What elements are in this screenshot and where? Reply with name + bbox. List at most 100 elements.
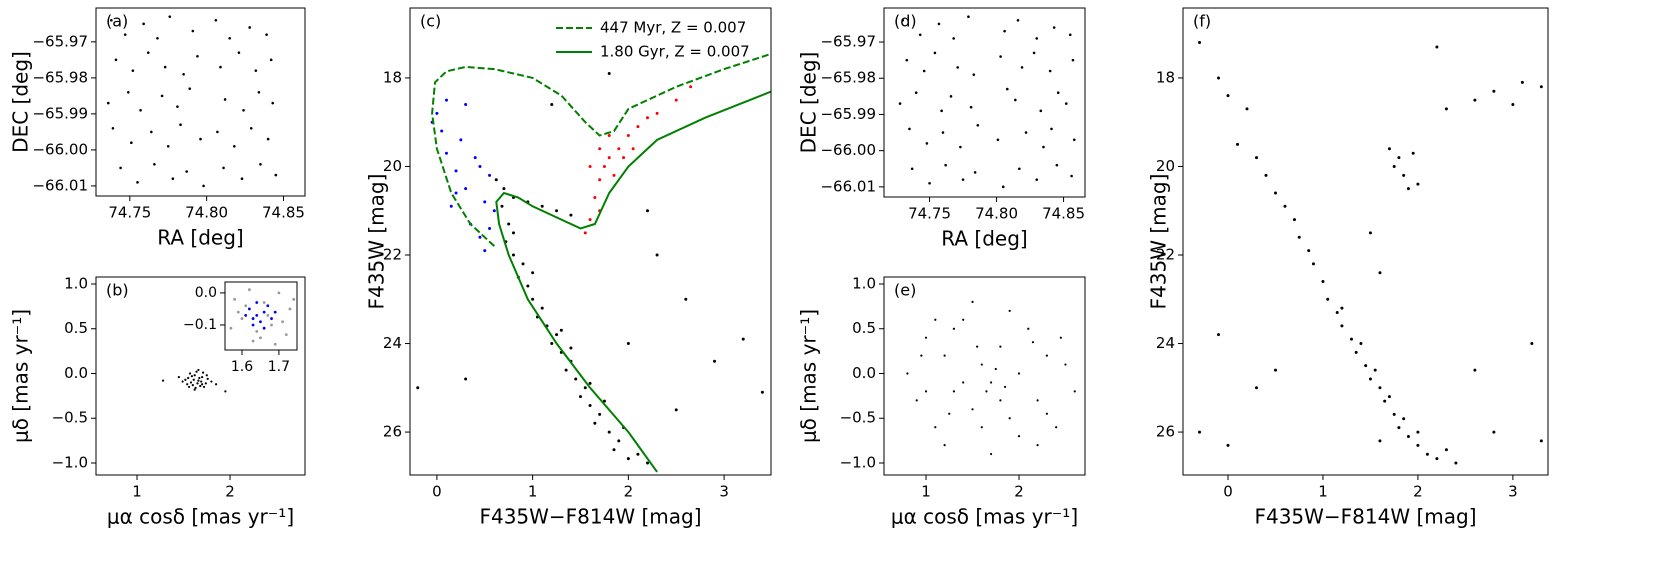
data-point [555, 209, 559, 213]
panel: 0 1 2 3 18 20 22 24 26 (f) F435W−F814W [mag] F435W … [1147, 7, 1552, 529]
data-point [655, 253, 659, 257]
data-point [197, 379, 200, 382]
data-point [478, 235, 482, 239]
x-tick-label: 74.80 [185, 204, 228, 222]
data-point [940, 109, 943, 113]
data-point [188, 87, 192, 90]
axes-frame [224, 281, 298, 351]
data-point [1549, 386, 1552, 389]
data-point [1373, 368, 1377, 372]
data-point [674, 408, 678, 412]
data-point [254, 69, 258, 72]
data-point [1003, 385, 1007, 389]
data-point [500, 204, 504, 208]
data-point [1411, 151, 1415, 155]
data-point [1035, 37, 1039, 40]
data-point [492, 209, 496, 213]
data-point [1349, 337, 1353, 341]
data-point [270, 323, 273, 327]
data-point [130, 141, 133, 144]
data-point [201, 383, 204, 386]
data-point [1036, 399, 1039, 402]
panel-label: (f) [1193, 12, 1211, 31]
panel: 74.75 74.80 74.85 −65.97 −65.98 −65.99 −66.00 −… [9, 7, 306, 250]
data-point [1198, 430, 1202, 434]
data-point [1511, 102, 1515, 106]
y-tick-label: 26 [383, 423, 402, 441]
data-point [136, 181, 139, 184]
x-tick-label: 2 [225, 483, 235, 501]
data-point [1064, 102, 1068, 105]
data-point [488, 226, 492, 230]
data-point [1064, 363, 1067, 366]
data-point [1001, 185, 1005, 189]
x-axis-label: F435W−F814W [mag] [1254, 505, 1476, 529]
data-point [255, 329, 259, 333]
data-point [244, 304, 248, 308]
plot-area [161, 368, 227, 393]
data-point [1048, 69, 1052, 73]
y-axis-label: μδ [mas yr⁻¹] [797, 309, 821, 443]
y-axis-label: F435W [mag] [365, 174, 389, 310]
data-point [973, 171, 977, 174]
data-point [612, 448, 616, 452]
data-point [1050, 127, 1053, 131]
data-point [898, 102, 902, 105]
data-point [956, 66, 959, 69]
data-point [166, 144, 170, 148]
x-tick-label: 0 [1223, 483, 1233, 501]
data-point [636, 125, 640, 129]
y-tick-label: −66.01 [32, 176, 88, 194]
data-point [626, 342, 630, 346]
data-point [201, 375, 204, 379]
x-tick-label: 1 [528, 483, 538, 501]
data-point [943, 354, 946, 357]
data-point [483, 200, 487, 204]
data-point [943, 444, 946, 447]
data-point [1340, 324, 1344, 328]
data-point [1402, 417, 1406, 421]
data-point [454, 169, 458, 173]
data-point [188, 385, 191, 389]
y-tick-label: −0.5 [52, 409, 88, 427]
x-tick-label: 1.6 [231, 359, 253, 375]
data-point [996, 138, 1000, 142]
data-point [1039, 109, 1043, 113]
data-point [588, 164, 592, 168]
y-tick-label: 0.5 [852, 319, 876, 337]
data-point [464, 187, 468, 191]
data-point [934, 318, 937, 321]
data-point [971, 408, 974, 411]
data-point [1435, 45, 1439, 49]
plot-area [416, 52, 771, 473]
data-point [531, 271, 535, 275]
data-point [185, 170, 188, 173]
data-point [191, 29, 195, 33]
data-point [251, 323, 255, 327]
data-point [626, 457, 630, 461]
data-point [689, 85, 693, 89]
y-tick-label: −0.1 [183, 317, 217, 333]
data-point [251, 339, 255, 343]
data-point [214, 18, 218, 22]
data-point [1368, 377, 1372, 381]
data-point [1052, 26, 1056, 29]
data-point [247, 307, 251, 311]
y-tick-label: −1.0 [840, 454, 876, 472]
data-point [1378, 386, 1382, 390]
y-tick-label: −65.97 [32, 32, 88, 50]
data-point [176, 105, 179, 108]
x-tick-label: 2 [1014, 483, 1024, 501]
data-point [999, 399, 1002, 402]
y-tick-label: −66.01 [820, 177, 876, 195]
data-point [569, 213, 573, 217]
data-point [197, 368, 200, 372]
data-point [271, 101, 275, 105]
data-point [1387, 147, 1391, 151]
x-tick-label: 74.75 [908, 205, 951, 223]
data-point [1326, 297, 1330, 301]
plot-area [898, 15, 1076, 189]
panel: 1 2 1.0 0.5 0.0 −0.5 −1.0 (b) μα cosδ [mas yr⁻¹]… [9, 274, 306, 529]
data-point [1059, 336, 1062, 339]
